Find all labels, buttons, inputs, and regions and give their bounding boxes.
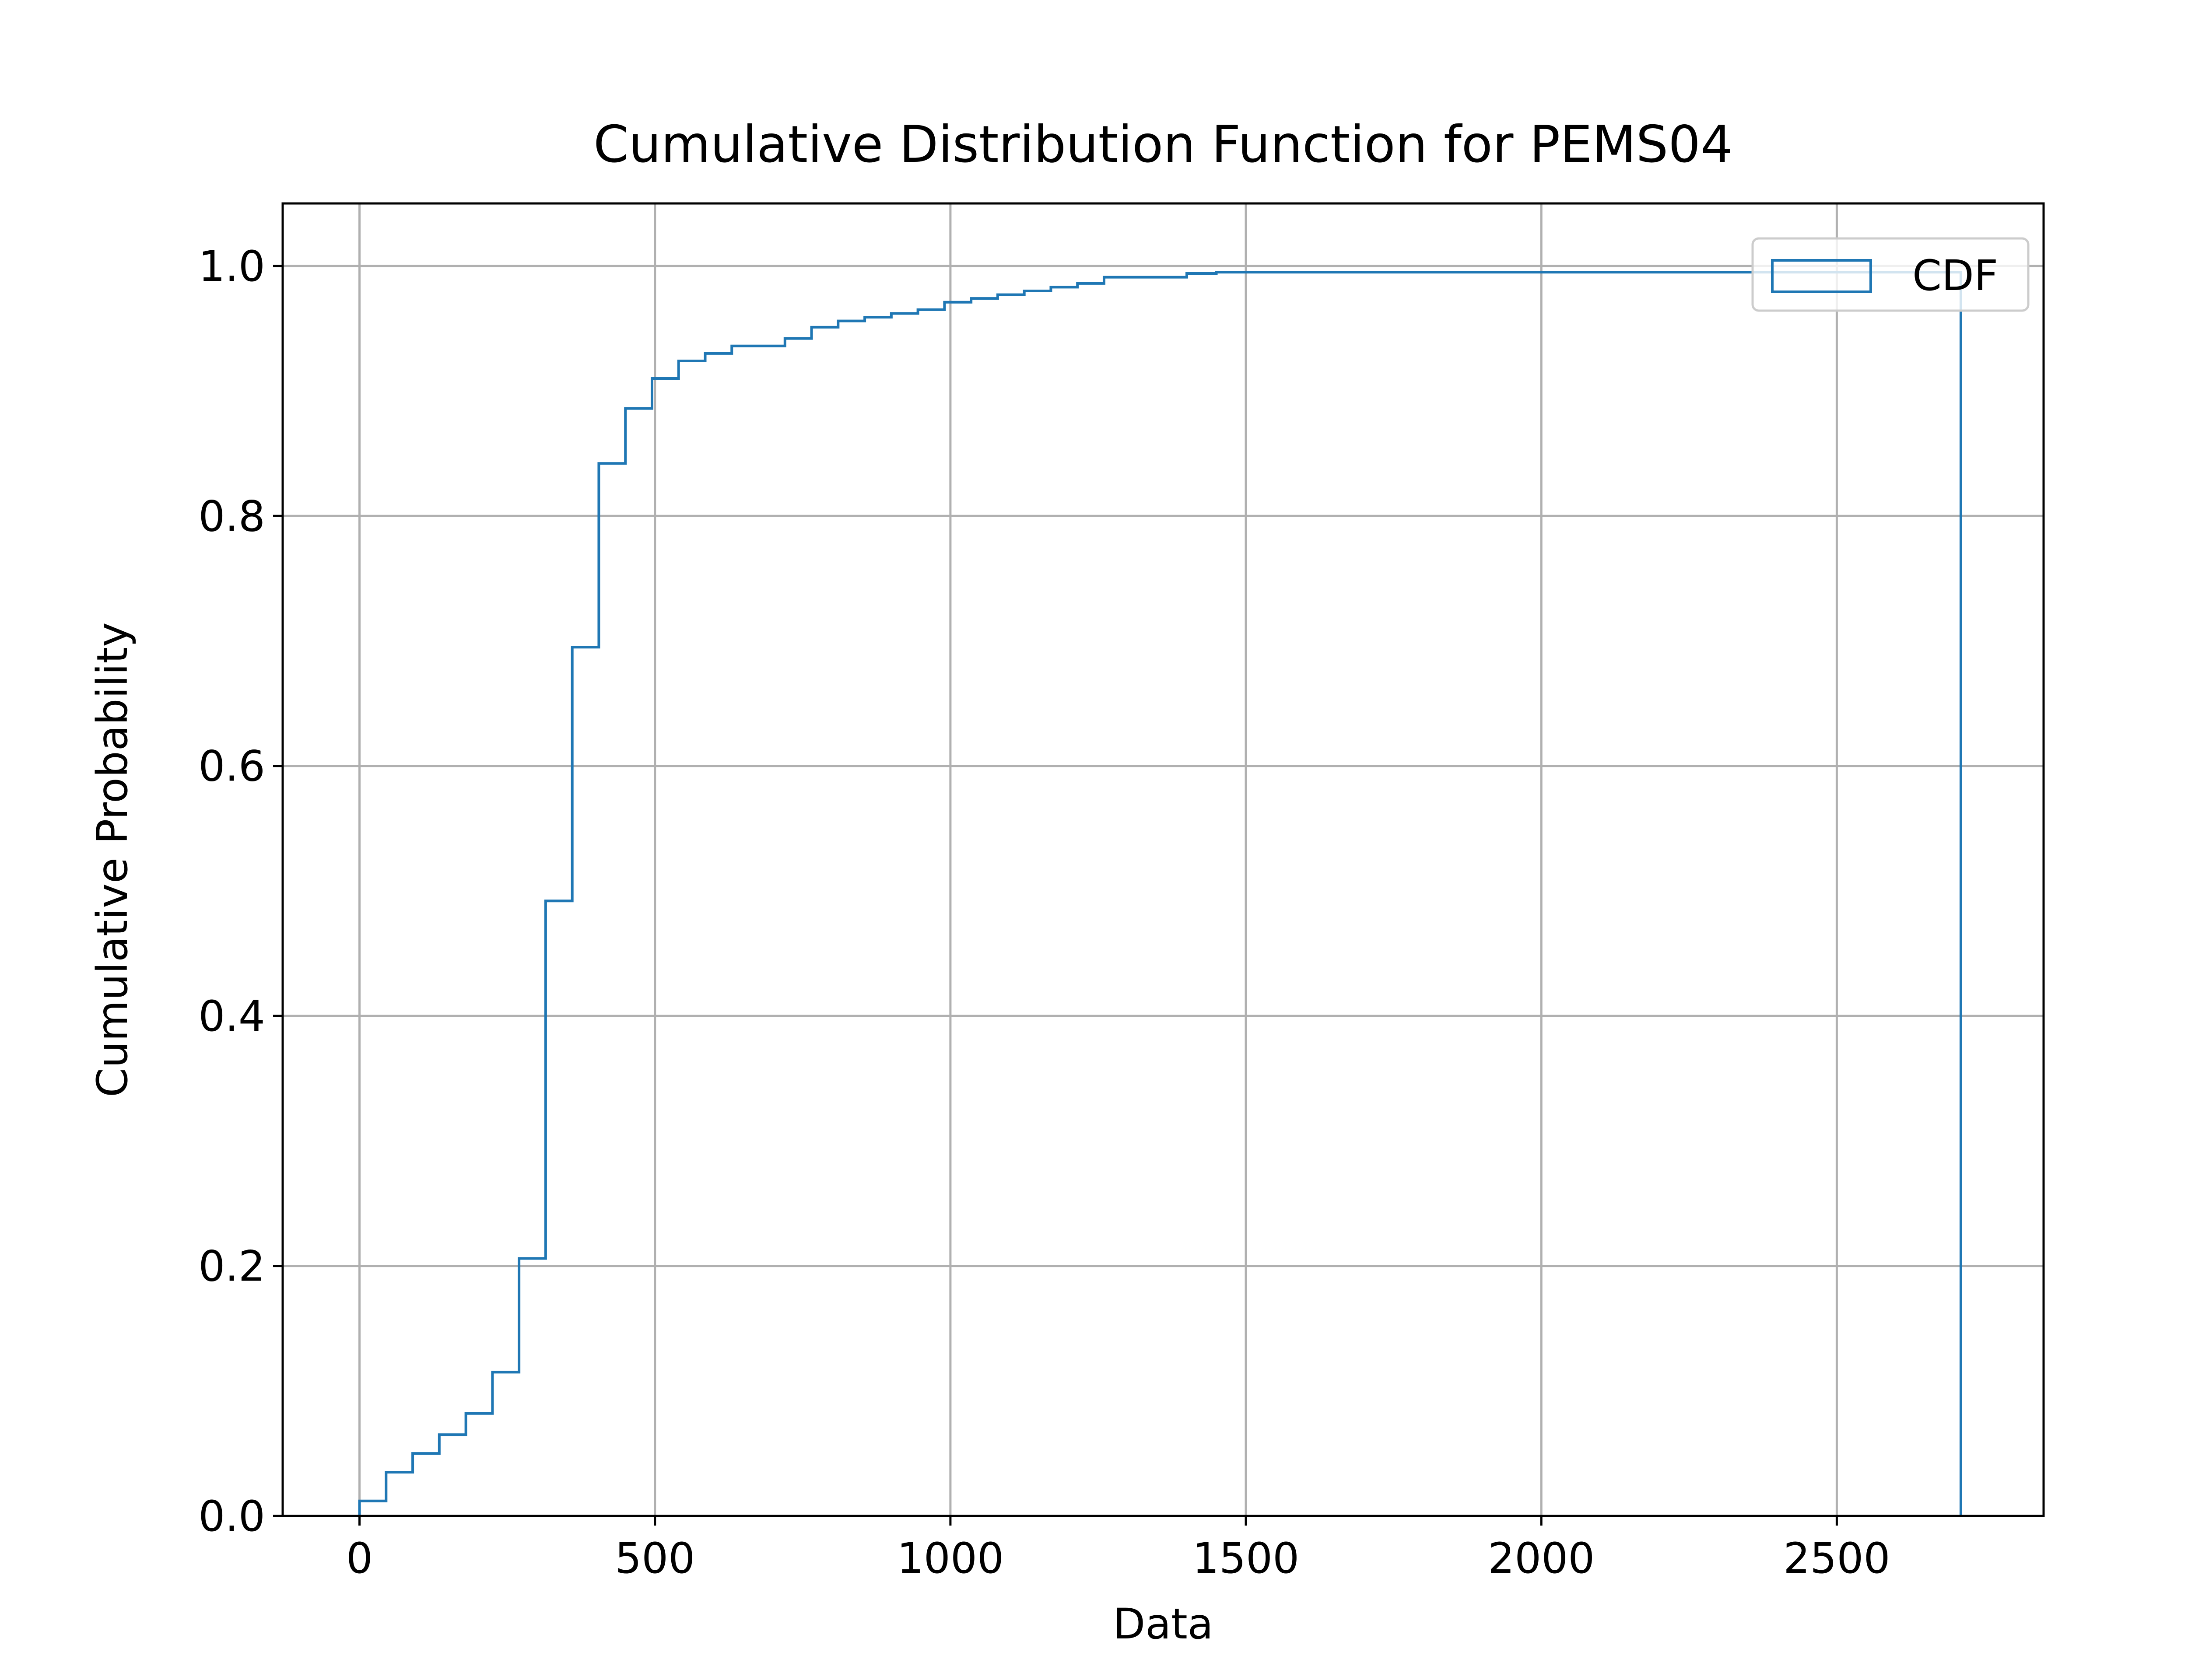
x-tick-label: 2500 [1783,1534,1890,1583]
y-tick-label: 1.0 [198,242,265,291]
y-tick-label: 0.0 [198,1492,265,1541]
grid [283,203,2044,1517]
legend: CDF [1751,237,2030,312]
axes-frame [281,202,2045,1517]
y-tick-label: 0.2 [198,1242,265,1291]
x-tick-label: 1000 [897,1534,1004,1583]
y-tick-label: 0.4 [198,992,265,1041]
x-tick-label: 2000 [1488,1534,1595,1583]
y-tick-label: 0.8 [198,492,265,541]
plot-data [358,271,1962,1516]
y-tick-label: 0.6 [198,742,265,791]
x-tick-label: 1500 [1192,1534,1299,1583]
cdf-step-line [358,271,1962,1516]
legend-label: CDF [1912,251,1998,300]
legend-swatch [1771,259,1872,293]
axis-ticks: 0 500 1000 1500 2000 2500 0.0 0.2 0.4 0.6 0.8 1.0 [198,242,1890,1583]
x-tick-label: 500 [615,1534,695,1583]
x-tick-label: 0 [346,1534,373,1583]
x-axis-label: Data [1113,1600,1213,1648]
chart-title: Cumulative Distribution Function for PEM… [593,115,1733,174]
y-axis-label: Cumulative Probability [88,622,137,1097]
